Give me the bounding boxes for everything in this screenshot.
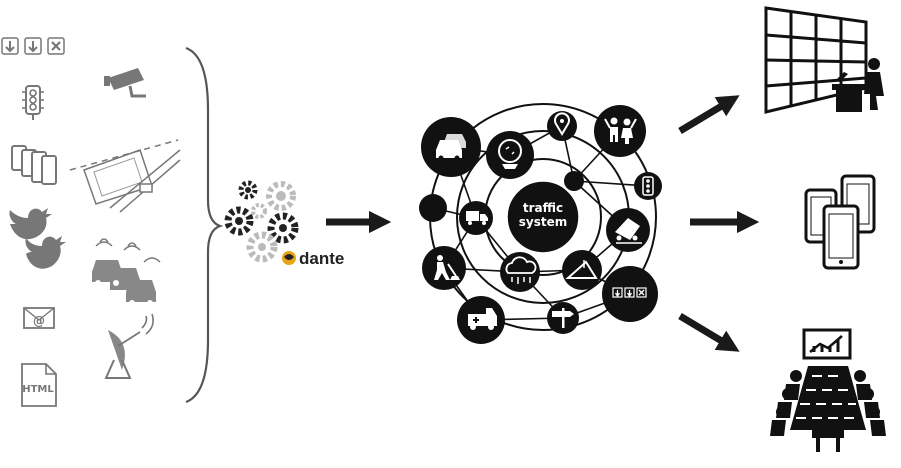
traffic-light-icon [642,176,654,196]
direction-sign-icon [552,308,574,328]
arrow-to-video-wall [678,95,740,135]
hub-node-road-signs [602,266,658,322]
weather-icon [505,256,537,284]
people-icon [604,117,637,144]
road-map-icon [69,139,181,213]
hub-node-hill [562,250,602,290]
hub-label-line1: traffic [523,201,563,215]
hub-node-map-pin [547,111,577,141]
hill-icon [565,260,598,279]
hub-node-weather [500,252,540,292]
accident-icon [615,218,642,244]
email-at-sign: @ [33,314,45,328]
hub-node-truck [459,201,493,235]
roadwork-icon [434,255,460,280]
ambulance-icon [468,308,497,330]
hub-node-cars [421,117,481,177]
dante-brand-label: dante [299,249,344,268]
hub-node-crystal-ball [486,131,534,179]
email-icon: @ [23,307,55,329]
dante-logo: dante [282,249,344,268]
truck-icon [466,211,488,225]
video-wall-operator-icon [764,6,884,114]
hub-node-people [594,105,646,157]
html-file-label: HTML [22,384,54,395]
hub-network: traffic system [419,103,662,344]
cars-icon [436,134,466,161]
twitter-bird-icon [9,208,67,269]
satellite-dish-icon [104,313,154,379]
gears-icon [224,180,299,263]
hub-node-traffic-system[interactable]: traffic system [506,180,580,254]
map-pin-icon [554,112,570,136]
hub-node-traffic-light [634,172,662,200]
traffic-jam-cars-icon [92,238,161,306]
html-file-icon: HTML [21,363,57,407]
road-sign-arrows-icon [612,287,647,298]
hub-node-ambulance [457,296,505,344]
smartphones-icon [11,145,57,185]
sources-brace [185,46,224,404]
hub-node-direction-sign [547,302,579,334]
crystal-ball-icon [498,139,522,169]
hub-node-roadwork [422,246,466,290]
traffic-light-icon [22,85,44,120]
hub-node-accident [606,208,650,252]
road-sign-arrows-icon [1,37,65,55]
meeting-presentation-icon [770,328,886,452]
hub-node-empty [419,194,447,222]
hub-label-line2: system [519,215,568,229]
arrow-to-meeting [678,312,740,352]
smartphones-icon [804,174,876,270]
hub-node-junction [564,171,584,191]
cctv-camera-icon [104,68,146,98]
